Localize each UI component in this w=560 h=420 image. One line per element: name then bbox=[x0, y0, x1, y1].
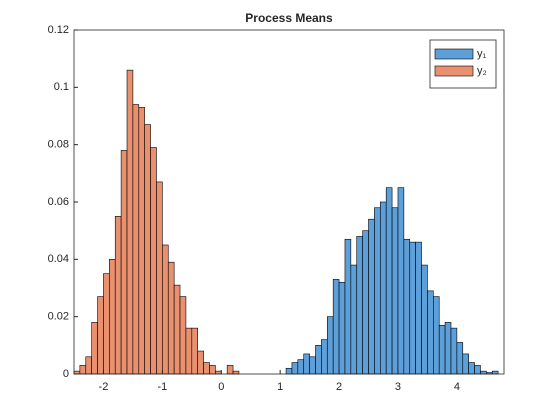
legend-box bbox=[429, 39, 497, 89]
y-tick-label: 0 bbox=[63, 368, 69, 380]
bar bbox=[374, 207, 381, 375]
bar bbox=[409, 241, 416, 375]
x-tick-label: 4 bbox=[454, 381, 460, 393]
bar bbox=[344, 238, 352, 375]
legend-swatch bbox=[434, 48, 474, 60]
bar bbox=[162, 244, 169, 375]
y-tick-label: 0.04 bbox=[48, 253, 69, 265]
bar bbox=[491, 370, 499, 375]
bar bbox=[203, 362, 210, 375]
bar bbox=[385, 187, 393, 375]
bar bbox=[138, 107, 145, 375]
x-tick-label: 1 bbox=[277, 381, 283, 393]
chart-title: Process Means bbox=[245, 11, 333, 25]
y-tick-label: 0.1 bbox=[54, 81, 69, 93]
bar bbox=[285, 367, 293, 375]
bar bbox=[427, 290, 434, 375]
bar bbox=[350, 264, 358, 375]
bar bbox=[114, 216, 122, 375]
bar bbox=[191, 327, 198, 375]
bar bbox=[144, 124, 151, 375]
y-tick-label: 0.08 bbox=[48, 139, 69, 151]
x-tick-label: 0 bbox=[218, 381, 224, 393]
bar bbox=[397, 187, 405, 375]
legend-label: y₂ bbox=[477, 65, 487, 77]
bar bbox=[438, 324, 446, 375]
y-tick-label: 0.02 bbox=[48, 311, 69, 323]
bar bbox=[150, 147, 157, 375]
x-tick-label: -1 bbox=[157, 381, 167, 393]
bar bbox=[315, 345, 322, 375]
bar bbox=[126, 69, 134, 375]
bar bbox=[156, 181, 163, 375]
bar bbox=[474, 365, 481, 375]
bar bbox=[173, 284, 181, 375]
bar bbox=[433, 296, 440, 375]
bar bbox=[303, 353, 310, 375]
y-tick-label: 0.06 bbox=[48, 196, 69, 208]
bar bbox=[462, 353, 469, 375]
bar bbox=[291, 362, 299, 375]
bar bbox=[391, 207, 399, 375]
bar bbox=[468, 362, 475, 375]
bar bbox=[368, 218, 375, 375]
bar bbox=[109, 259, 116, 375]
x-tick-label: -2 bbox=[99, 381, 109, 393]
bar bbox=[132, 104, 140, 375]
bar bbox=[421, 264, 428, 375]
bar bbox=[209, 365, 216, 375]
bar bbox=[415, 241, 422, 375]
bar bbox=[179, 296, 187, 375]
bar bbox=[380, 201, 387, 375]
bar bbox=[444, 322, 452, 375]
bar bbox=[215, 370, 222, 375]
bar bbox=[321, 339, 328, 375]
bar bbox=[456, 342, 464, 375]
bar bbox=[332, 279, 340, 375]
legend-swatch bbox=[434, 65, 474, 77]
bar bbox=[338, 281, 346, 375]
bar bbox=[226, 365, 234, 375]
bar bbox=[297, 359, 305, 375]
bar bbox=[185, 327, 193, 375]
bar bbox=[197, 350, 204, 375]
bar bbox=[97, 296, 104, 375]
bar bbox=[356, 236, 363, 375]
legend-label: y₁ bbox=[477, 48, 487, 60]
x-tick-label: 3 bbox=[395, 381, 401, 393]
bar bbox=[326, 316, 334, 375]
bar bbox=[362, 230, 369, 375]
x-tick-label: 2 bbox=[336, 381, 342, 393]
bar bbox=[309, 356, 316, 375]
bar bbox=[79, 365, 87, 375]
bar bbox=[120, 150, 128, 375]
bar bbox=[480, 370, 487, 375]
bar bbox=[103, 273, 110, 375]
bar bbox=[450, 327, 458, 375]
bar bbox=[167, 261, 175, 375]
bar bbox=[91, 322, 98, 375]
bar bbox=[232, 370, 240, 375]
bar bbox=[85, 356, 92, 375]
bar bbox=[403, 238, 411, 375]
y-tick-label: 0.12 bbox=[48, 24, 69, 36]
